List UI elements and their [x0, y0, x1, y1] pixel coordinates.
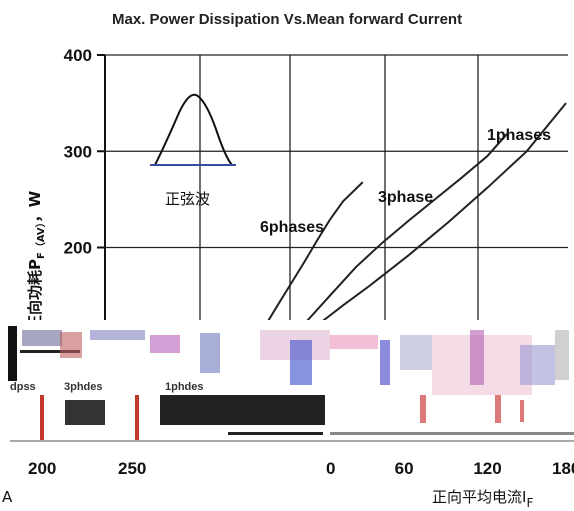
- y-tick-label: 300: [64, 142, 92, 161]
- series-line-3phase: [303, 133, 508, 326]
- x-tick-label: 120: [473, 459, 501, 478]
- y-axis-title: 正向功耗PF（AV），W: [26, 190, 47, 330]
- x-tick-label: 180: [552, 459, 574, 478]
- series-label-1phases: 1phases: [487, 127, 551, 144]
- stray-axis-char: A: [2, 488, 13, 506]
- inset-caption: 正弦波: [165, 190, 210, 208]
- x-tick-label-left: 200: [28, 459, 56, 478]
- chart-axes: 400 300 200: [64, 46, 106, 320]
- strip-label: 1phdes: [165, 381, 204, 393]
- sine-wave-icon: [150, 93, 236, 166]
- x-tick-label-left: 250: [118, 459, 146, 478]
- x-tick-label: 0: [326, 459, 335, 478]
- corrupted-strip: [0, 320, 574, 442]
- y-tick-label: 200: [64, 239, 92, 258]
- series-line-1phases: [316, 102, 567, 327]
- chart-grid: [105, 54, 568, 320]
- x-tick-labels: 0 60 120 180 200 250: [28, 459, 574, 478]
- chart-title: Max. Power Dissipation Vs.Mean forward C…: [112, 11, 462, 28]
- y-tick-label: 400: [64, 46, 92, 65]
- series-line-6phases: [266, 181, 364, 324]
- series-label-3phase: 3phase: [378, 189, 433, 206]
- strip-label: dpss: [10, 381, 36, 393]
- x-axis-title: 正向平均电流IF: [432, 488, 533, 510]
- series-label-6phases: 6phases: [260, 219, 324, 236]
- series-layer: 6phases 3phase 1phases: [260, 102, 567, 327]
- x-tick-label: 60: [395, 459, 414, 478]
- strip-label: 3phdes: [64, 381, 103, 393]
